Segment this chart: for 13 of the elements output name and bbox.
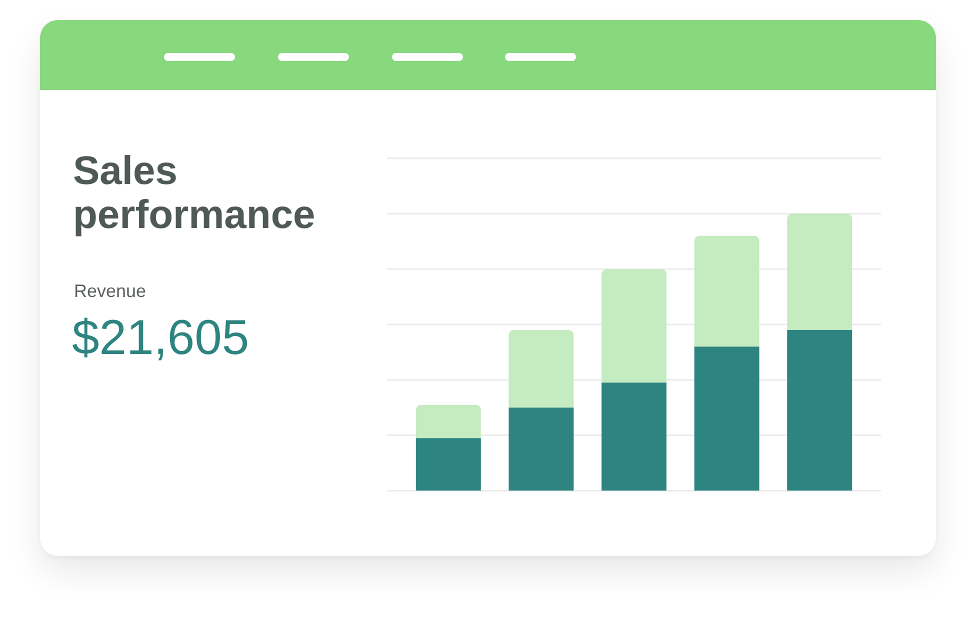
chart-title: Sales performance: [73, 149, 316, 237]
bar: [508, 408, 574, 491]
bar: [602, 269, 666, 383]
text: Revenue: [74, 281, 146, 301]
bar: [694, 236, 760, 347]
bar: [694, 346, 760, 491]
bar: [602, 382, 666, 491]
bar: [508, 330, 574, 408]
bar: [787, 330, 852, 491]
bar: [416, 404, 481, 438]
text: $21,605: [72, 311, 250, 365]
bar: [416, 438, 481, 491]
bar: [787, 214, 852, 330]
